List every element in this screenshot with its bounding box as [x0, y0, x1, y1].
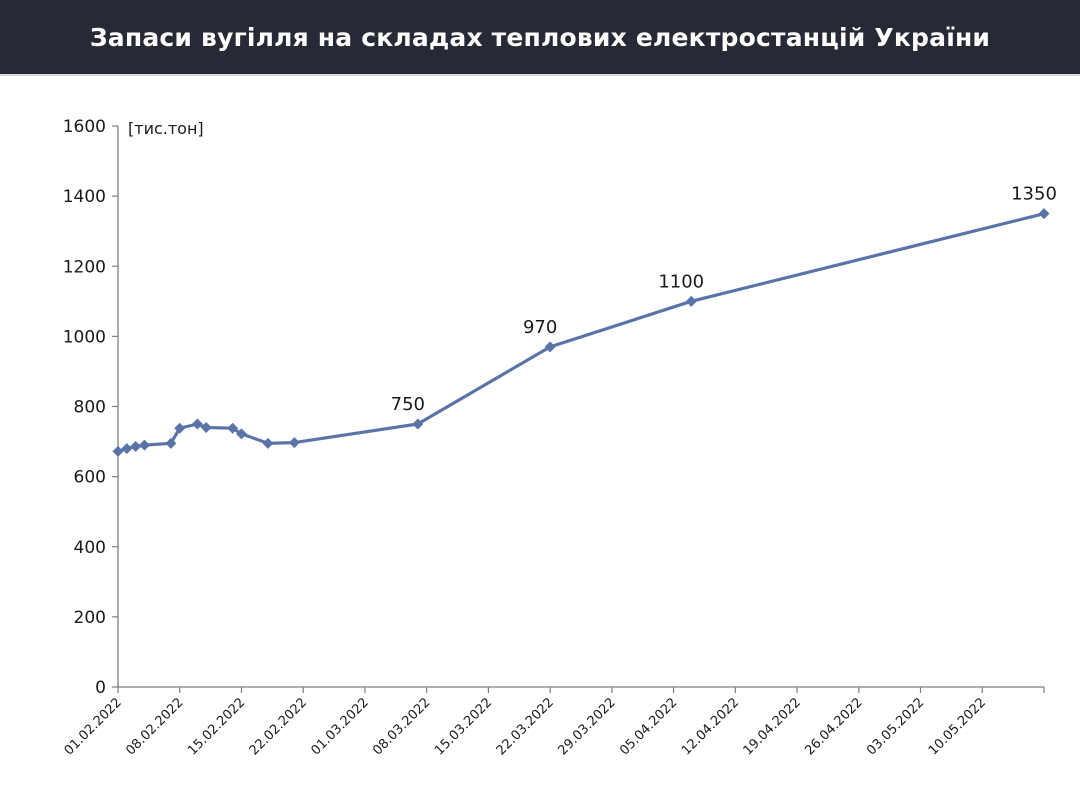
data-point-marker [685, 295, 697, 307]
data-point-marker [262, 437, 274, 449]
y-tick-label: 1000 [63, 327, 106, 347]
data-point-marker [138, 439, 150, 451]
data-point-marker [174, 422, 186, 434]
x-tick-label: 22.02.2022 [247, 695, 310, 758]
x-tick-label: 26.04.2022 [802, 695, 865, 758]
data-point-marker [200, 422, 212, 434]
y-axis-group: [тис.тон] [117, 119, 204, 687]
y-axis-unit-label: [тис.тон] [128, 119, 204, 138]
x-tick-label: 08.02.2022 [123, 695, 186, 758]
line-chart: [тис.тон] 02004006008001000120014001600 … [62, 117, 1057, 758]
y-tick-label: 600 [74, 468, 106, 488]
x-tick-label: 22.03.2022 [494, 695, 557, 758]
data-point-marker [1038, 208, 1050, 220]
data-point-marker [130, 440, 142, 452]
data-point-marker [412, 418, 424, 430]
x-tick-label: 01.03.2022 [309, 695, 372, 758]
series-line-coal-stock [117, 212, 1045, 453]
data-point-marker [544, 341, 556, 353]
data-value-label: 1100 [658, 271, 704, 292]
y-tick-label: 0 [95, 678, 106, 698]
x-tick-label: 10.05.2022 [926, 695, 989, 758]
y-ticks: 0 200 400 600 800 1000 1200 1400 1600 [63, 117, 118, 698]
data-point-marker [112, 445, 124, 457]
y-tick-label: 1200 [63, 257, 106, 277]
x-tick-label: 19.04.2022 [741, 695, 804, 758]
x-ticks: 01.02.202208.02.202215.02.202222.02.2022… [62, 687, 1045, 758]
data-point-marker [288, 437, 300, 449]
x-tick-label: 08.03.2022 [370, 695, 433, 758]
data-value-label: 970 [523, 317, 557, 338]
data-point-marker [165, 437, 177, 449]
x-tick-label: 12.04.2022 [679, 695, 742, 758]
x-tick-label: 29.03.2022 [555, 695, 618, 758]
x-tick-label: 01.02.2022 [62, 695, 125, 758]
chart-title: Запаси вугілля на складах теплових елект… [89, 22, 991, 52]
data-value-label: 750 [391, 394, 425, 415]
data-point-marker [235, 428, 247, 440]
x-tick-label: 05.04.2022 [617, 695, 680, 758]
x-tick-label: 15.03.2022 [432, 695, 495, 758]
data-point-marker [121, 443, 133, 455]
y-tick-label: 400 [74, 538, 106, 558]
y-tick-label: 1400 [63, 187, 106, 207]
y-tick-label: 1600 [63, 117, 106, 137]
data-value-label: 1350 [1011, 184, 1057, 205]
data-point-marker [227, 422, 239, 434]
chart-header: Запаси вугілля на складах теплових елект… [0, 0, 1080, 74]
y-tick-label: 200 [74, 608, 106, 628]
x-tick-label: 15.02.2022 [185, 695, 248, 758]
data-labels: 750 970 1100 1350 [391, 184, 1057, 415]
data-point-marker [191, 418, 203, 430]
header-divider [0, 74, 1080, 76]
x-tick-label: 03.05.2022 [864, 695, 927, 758]
data-markers [112, 208, 1050, 457]
y-tick-label: 800 [74, 398, 106, 418]
